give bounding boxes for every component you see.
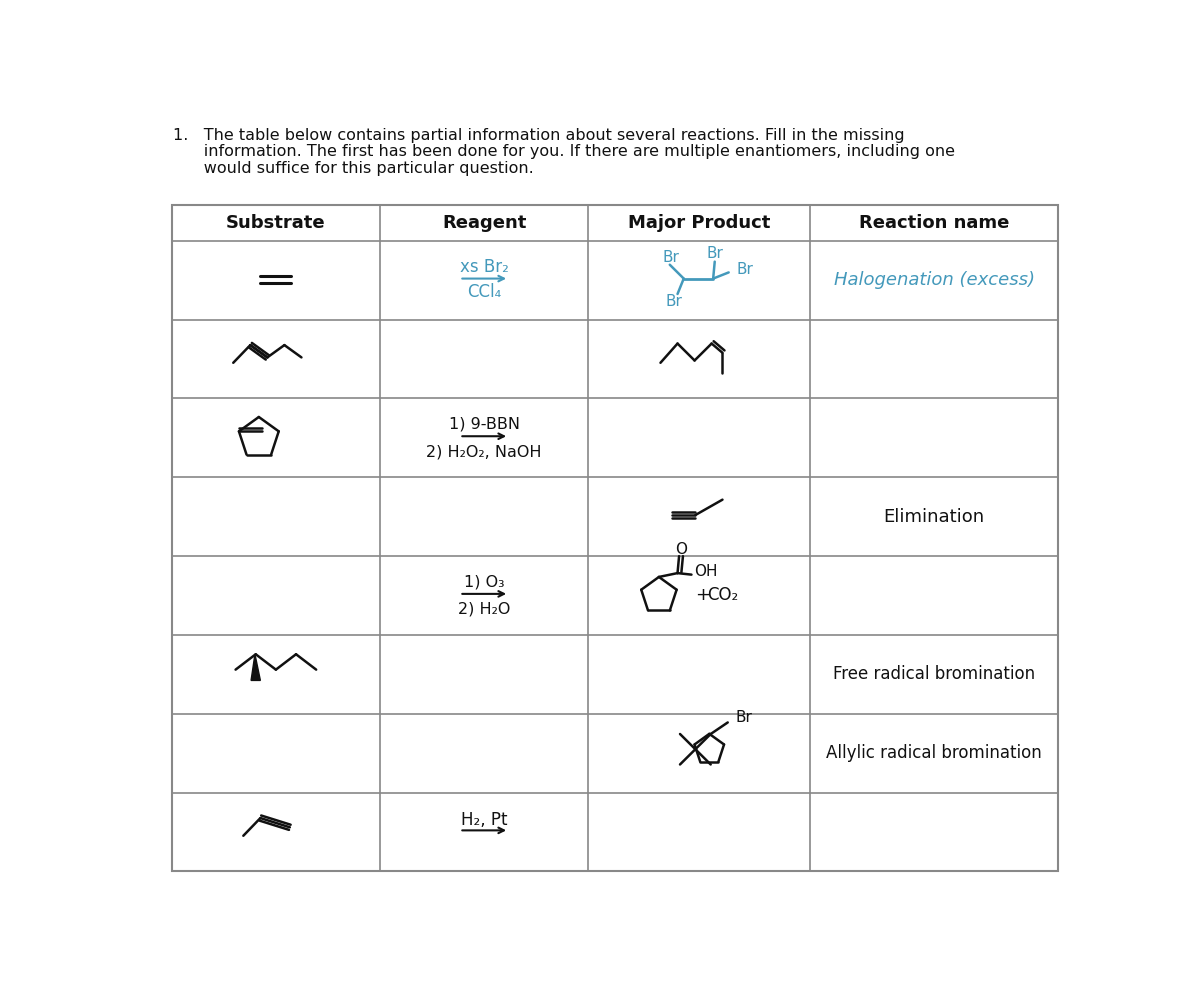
Text: 1.   The table below contains partial information about several reactions. Fill : 1. The table below contains partial info…: [173, 128, 905, 143]
Text: Br: Br: [662, 250, 679, 265]
Bar: [172, 205, 1058, 871]
Text: O: O: [674, 543, 686, 558]
Text: xs Br₂: xs Br₂: [460, 258, 509, 276]
Text: Reagent: Reagent: [442, 214, 527, 232]
Text: Br: Br: [707, 246, 724, 262]
Text: Br: Br: [737, 262, 754, 277]
Text: Major Product: Major Product: [628, 214, 770, 232]
Text: Substrate: Substrate: [226, 214, 325, 232]
Text: 1) 9-BBN: 1) 9-BBN: [449, 417, 520, 432]
Text: would suffice for this particular question.: would suffice for this particular questi…: [173, 161, 534, 176]
Text: 1) O₃: 1) O₃: [464, 574, 504, 589]
Text: CO₂: CO₂: [707, 586, 738, 604]
Text: Elimination: Elimination: [883, 508, 985, 526]
Text: H₂, Pt: H₂, Pt: [461, 810, 508, 828]
Text: Br: Br: [736, 709, 752, 724]
Text: Br: Br: [666, 295, 683, 310]
Text: CCl₄: CCl₄: [467, 284, 502, 302]
Text: 2) H₂O₂, NaOH: 2) H₂O₂, NaOH: [426, 444, 542, 459]
Polygon shape: [251, 655, 260, 681]
Text: +: +: [696, 586, 710, 604]
Text: Allylic radical bromination: Allylic radical bromination: [827, 744, 1042, 762]
Text: 2) H₂O: 2) H₂O: [458, 602, 510, 617]
Text: Halogenation (excess): Halogenation (excess): [834, 271, 1034, 289]
Text: Free radical bromination: Free radical bromination: [833, 666, 1036, 683]
Text: Reaction name: Reaction name: [859, 214, 1009, 232]
Text: OH: OH: [695, 564, 718, 579]
Text: information. The first has been done for you. If there are multiple enantiomers,: information. The first has been done for…: [173, 145, 955, 160]
